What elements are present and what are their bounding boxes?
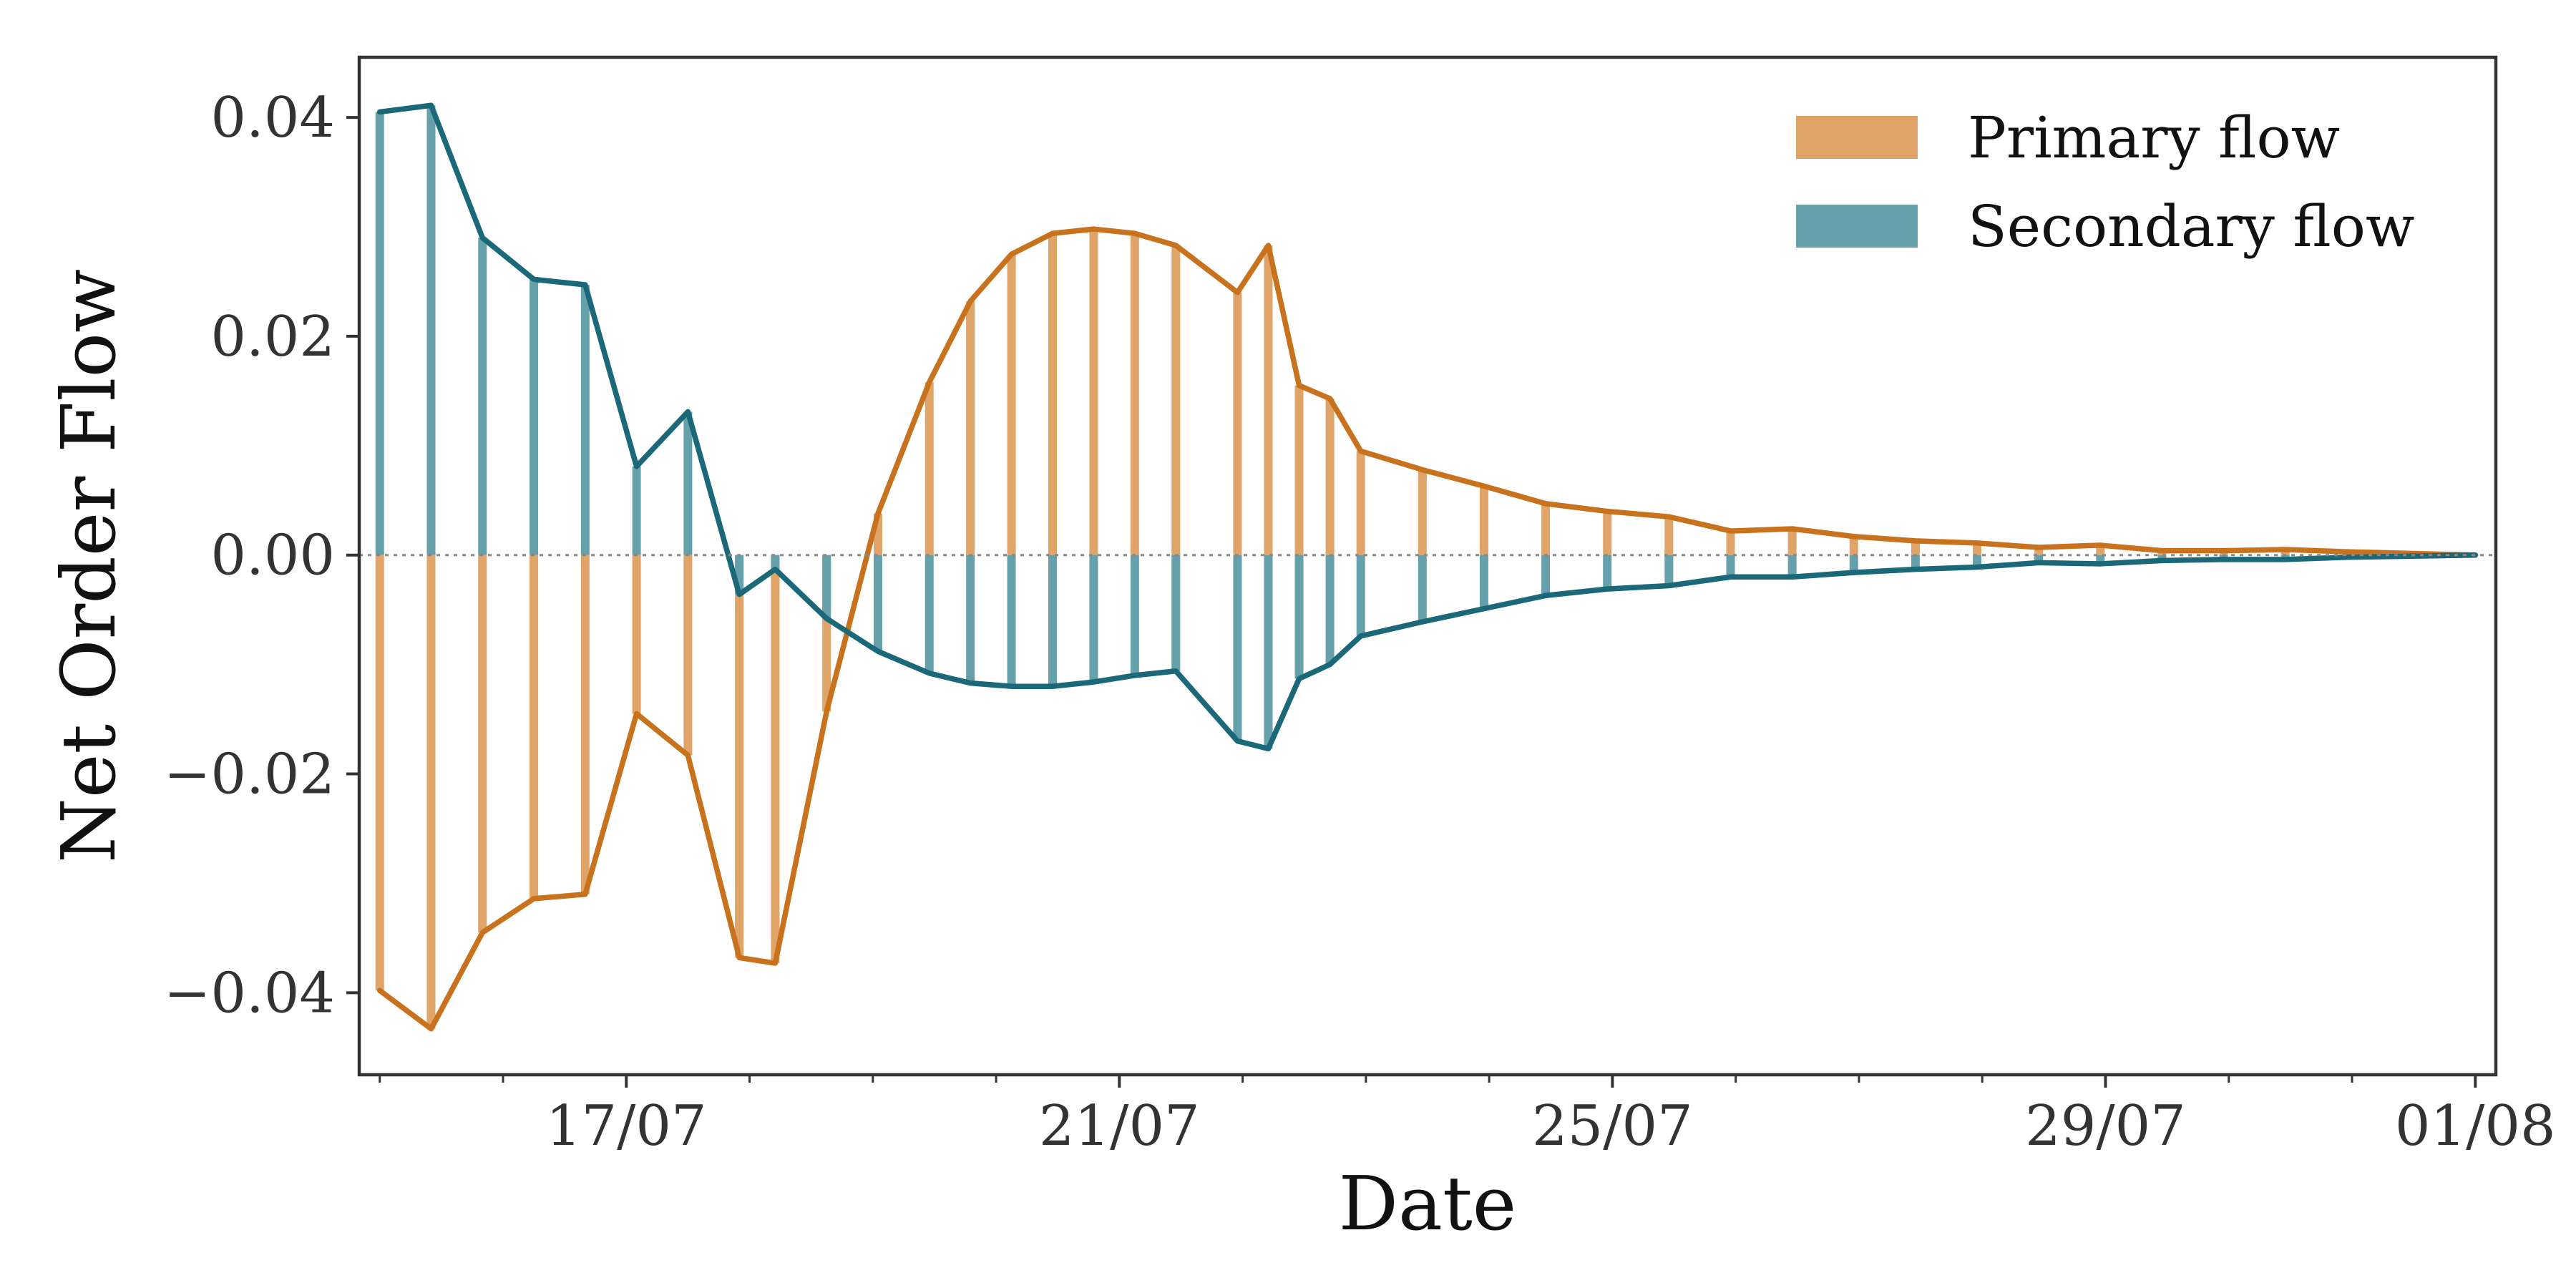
primary-flow-bar-33: [2034, 547, 2044, 555]
plot-frame: [357, 55, 2498, 1077]
x-tick-label-1: 21/07: [1039, 1094, 1200, 1158]
secondary-flow-bar-14: [1048, 555, 1058, 687]
primary-flow-bar-1: [426, 555, 436, 1029]
primary-flow-bar-12: [966, 301, 975, 555]
y-axis-title: Net Order Flow: [45, 269, 132, 863]
primary-flow-bar-6: [683, 555, 693, 756]
secondary-flow-bar-18: [1233, 555, 1242, 741]
secondary-flow-bar-28: [1726, 555, 1735, 577]
primary-flow-bar-27: [1664, 517, 1674, 555]
primary-flow-bar-8: [771, 555, 780, 964]
secondary-flow-bar-12: [966, 555, 975, 683]
primary-flow-bar-31: [1911, 540, 1920, 555]
y-tick-label-4: −0.04: [164, 961, 335, 1025]
primary-flow-bar-0: [375, 555, 384, 991]
secondary-flow-bar-35: [2157, 555, 2167, 561]
x-axis-title: Date: [1339, 1160, 1517, 1247]
secondary-flow-bar-1: [426, 105, 436, 555]
primary-flow-bar-26: [1603, 511, 1612, 555]
legend-swatch-secondary-flow: [1796, 205, 1918, 248]
secondary-flow-bar-3: [530, 279, 539, 555]
primary-flow-bar-24: [1479, 486, 1488, 555]
secondary-flow-bar-29: [1787, 555, 1797, 577]
primary-flow-bar-17: [1171, 245, 1181, 555]
secondary-flow-bar-8: [771, 555, 780, 570]
secondary-flow-bar-9: [822, 555, 831, 619]
primary-flow-bar-14: [1048, 233, 1058, 555]
y-tick-label-0: 0.04: [210, 86, 335, 150]
secondary-flow-bar-0: [375, 112, 384, 555]
secondary-flow-bar-17: [1171, 555, 1181, 671]
x-tick-label-0: 17/07: [546, 1094, 707, 1158]
primary-flow-bar-32: [1973, 542, 1982, 555]
lines-layer: [376, 102, 2479, 1032]
primary-flow-bar-18: [1233, 292, 1242, 555]
secondary-flow-bar-16: [1130, 555, 1139, 675]
secondary-flow-bar-21: [1325, 555, 1335, 665]
secondary-flow-bar-11: [924, 555, 934, 673]
primary-flow-bar-13: [1007, 254, 1016, 555]
secondary-flow-bar-15: [1089, 555, 1098, 683]
primary-flow-bar-5: [632, 555, 641, 714]
secondary-flow-bar-10: [873, 555, 882, 652]
x-tick-label-2: 25/07: [1532, 1094, 1693, 1158]
primary-flow-bar-28: [1726, 531, 1735, 555]
primary-flow-bar-25: [1541, 503, 1551, 555]
legend: Primary flow Secondary flow: [1796, 104, 2414, 260]
secondary-flow-bar-5: [632, 466, 641, 555]
primary-flow-bar-7: [735, 555, 744, 958]
primary-flow-bar-37: [2280, 550, 2290, 555]
secondary-flow-bar-25: [1541, 555, 1551, 596]
primary-flow-bar-11: [924, 382, 934, 555]
secondary-flow-bar-19: [1264, 555, 1273, 749]
primary-flow-bar-2: [478, 555, 487, 933]
primary-flow-bar-22: [1356, 451, 1365, 555]
primary-flow-bar-23: [1418, 469, 1427, 555]
secondary-flow-bar-24: [1479, 555, 1488, 609]
primary-flow-bar-3: [530, 555, 539, 899]
primary-flow-line: [376, 226, 2479, 1032]
secondary-flow-bar-20: [1294, 555, 1304, 679]
y-tick-label-2: 0.00: [210, 524, 335, 588]
secondary-flow-bar-2: [478, 238, 487, 555]
primary-flow-bar-16: [1130, 233, 1139, 555]
secondary-flow-bar-32: [1973, 555, 1982, 567]
x-tick-label-3: 29/07: [2025, 1094, 2186, 1158]
primary-flow-bar-19: [1264, 245, 1273, 555]
primary-flow-bar-20: [1294, 385, 1304, 555]
secondary-flow-bar-26: [1603, 555, 1612, 590]
secondary-flow-bar-4: [580, 285, 590, 555]
y-tick-label-1: 0.02: [210, 305, 335, 369]
y-tick-label-3: −0.02: [164, 743, 335, 807]
bars-layer: [375, 105, 2480, 1029]
primary-flow-bar-4: [580, 555, 590, 894]
x-tick-label-4: 01/08: [2395, 1094, 2556, 1158]
x-axis: 17/07 21/07 25/07 29/07 01/08: [379, 1075, 2556, 1158]
y-axis: 0.04 0.02 0.00 −0.02 −0.04: [164, 86, 359, 1025]
legend-label-secondary-flow: Secondary flow: [1968, 193, 2414, 260]
legend-label-primary-flow: Primary flow: [1968, 104, 2340, 171]
secondary-flow-bar-13: [1007, 555, 1016, 687]
secondary-flow-bar-30: [1849, 555, 1858, 573]
secondary-flow-bar-27: [1664, 555, 1674, 586]
primary-flow-bar-21: [1325, 399, 1335, 555]
primary-flow-bar-15: [1089, 229, 1098, 555]
secondary-flow-line: [376, 102, 2479, 752]
secondary-flow-bar-6: [683, 411, 693, 555]
secondary-flow-bar-31: [1911, 555, 1920, 570]
secondary-flow-bar-23: [1418, 555, 1427, 622]
secondary-flow-bar-22: [1356, 555, 1365, 636]
primary-flow-bar-30: [1849, 536, 1858, 555]
primary-flow-bar-29: [1787, 529, 1797, 555]
legend-swatch-primary-flow: [1796, 116, 1918, 159]
secondary-flow-bar-33: [2034, 555, 2044, 563]
